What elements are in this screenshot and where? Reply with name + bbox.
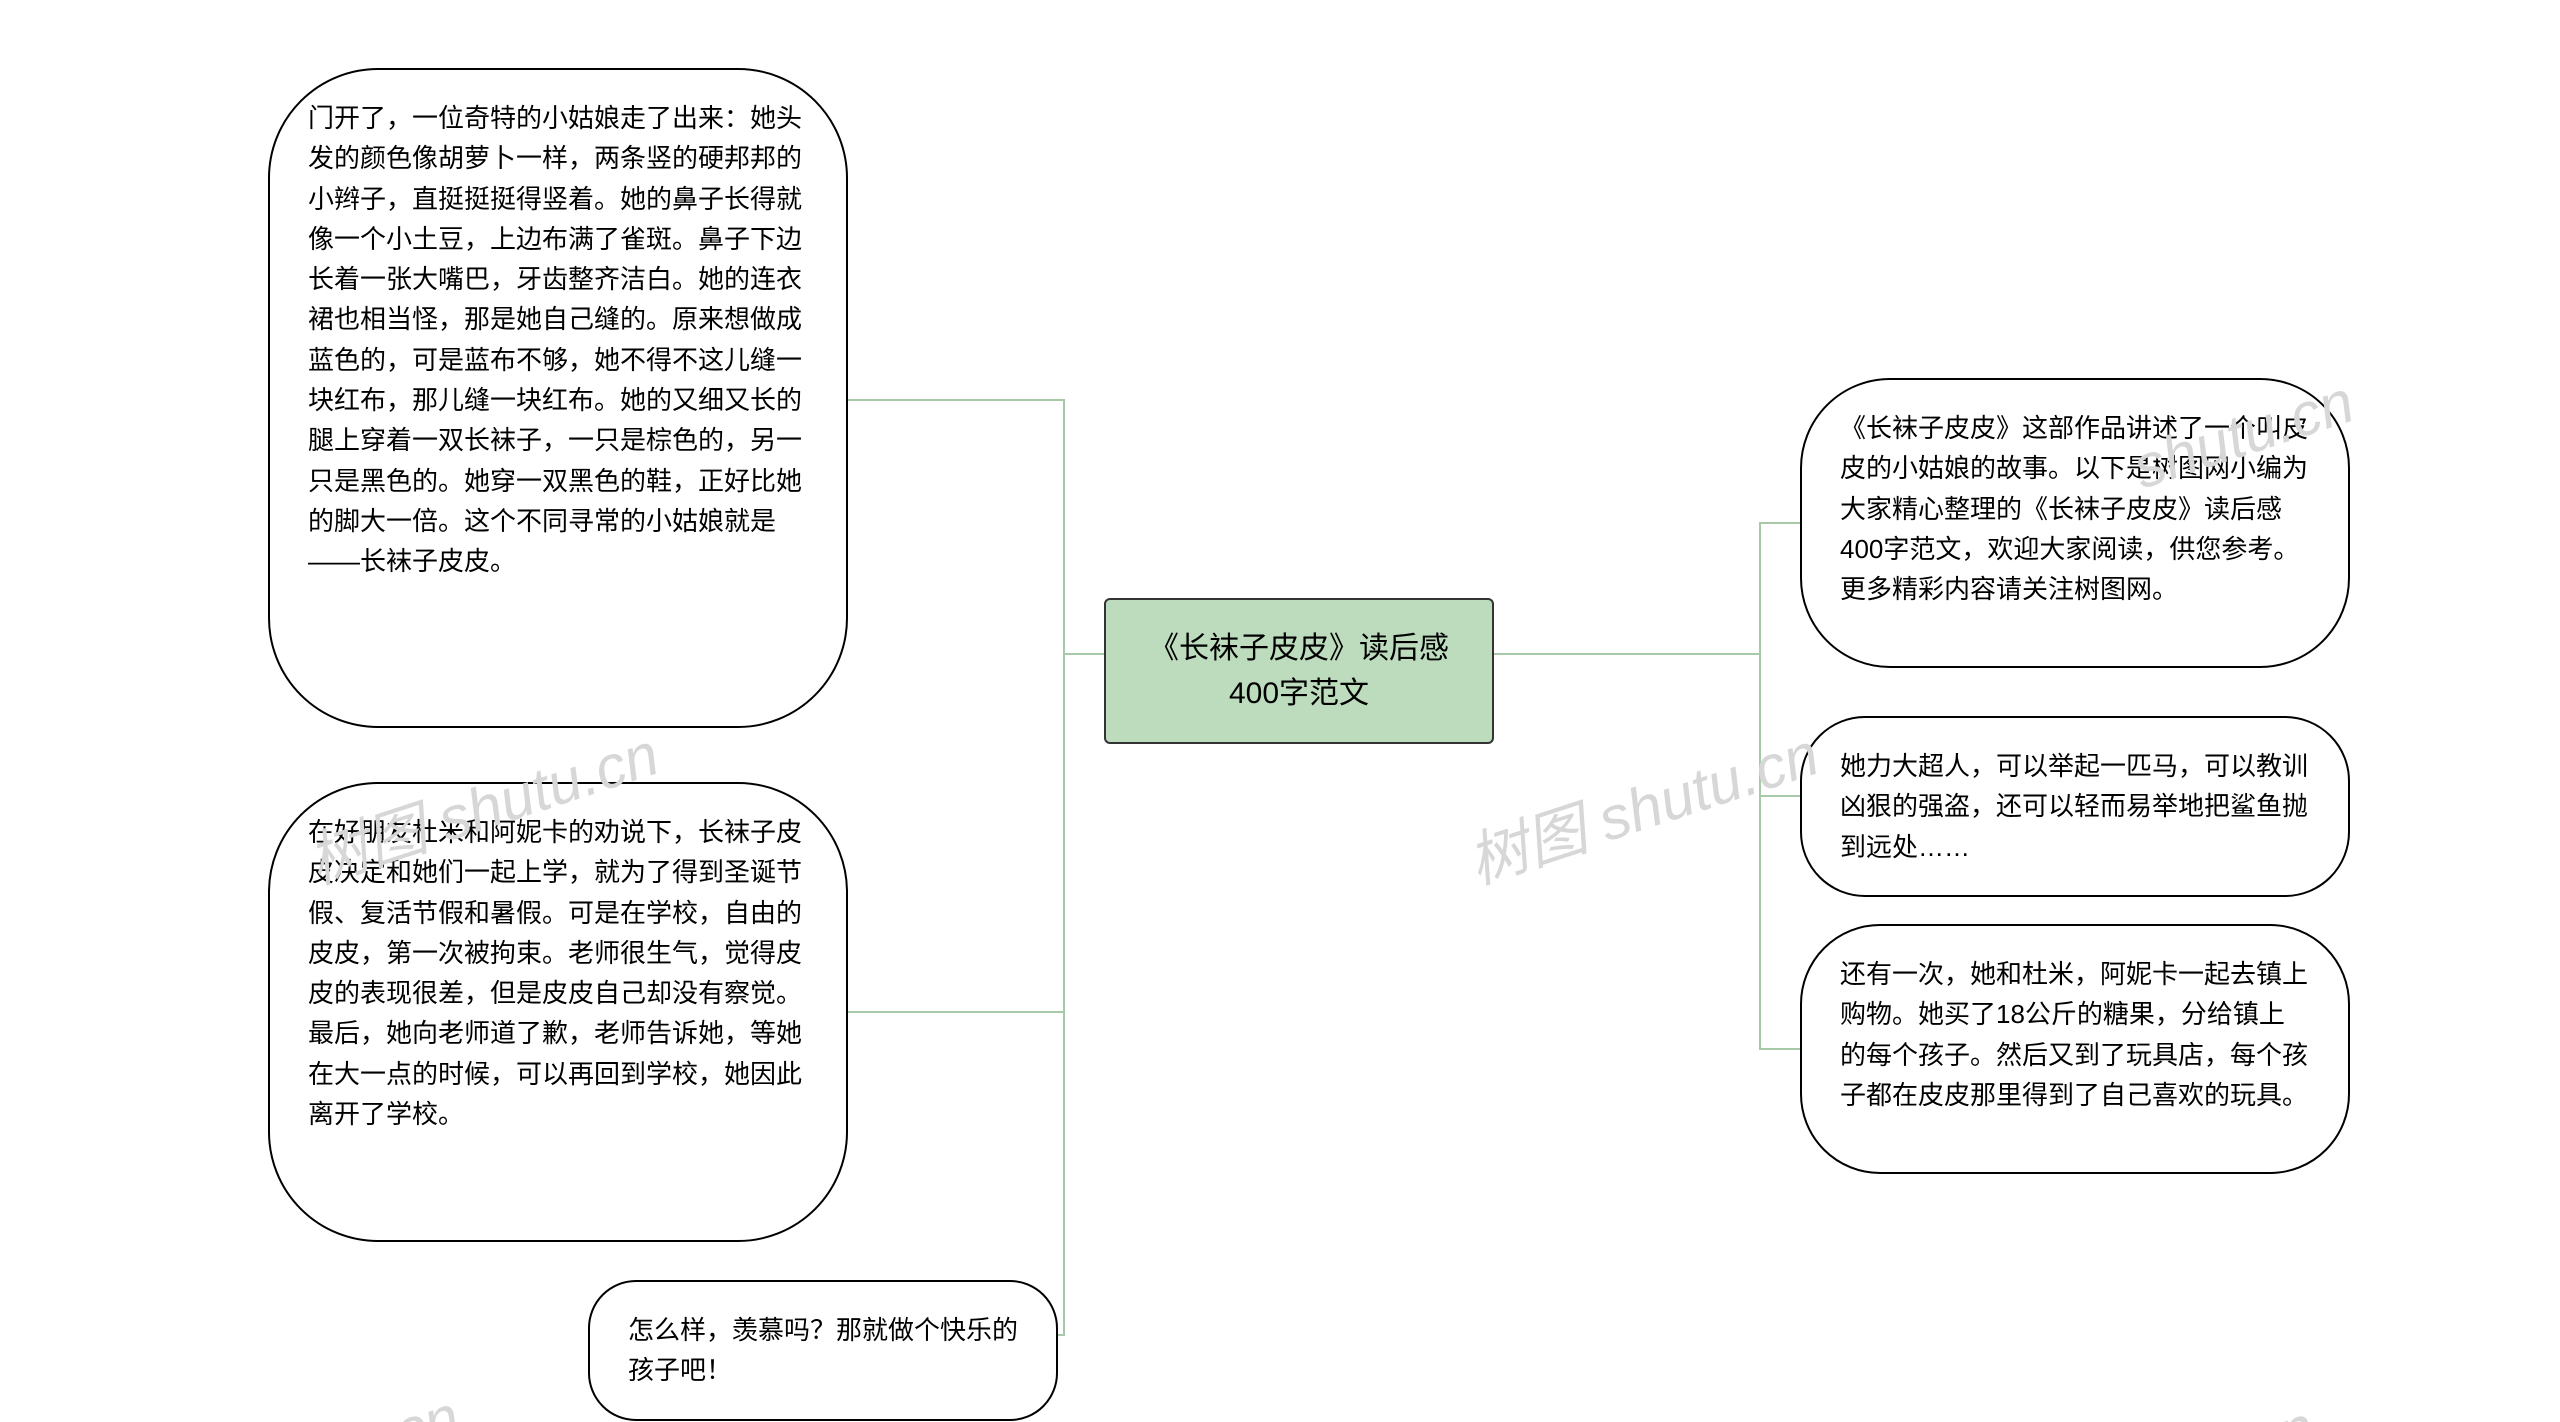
mindmap-left-node-3: 怎么样，羡慕吗？那就做个快乐的孩子吧！ [588,1280,1058,1421]
watermark: tu.cn [323,1382,468,1422]
mindmap-center-node: 《长袜子皮皮》读后感400字范文 [1104,598,1494,744]
node-text: 《长袜子皮皮》这部作品讲述了一个叫皮皮的小姑娘的故事。以下是树图网小编为大家精心… [1840,413,2308,604]
mindmap-right-node-1: 《长袜子皮皮》这部作品讲述了一个叫皮皮的小姑娘的故事。以下是树图网小编为大家精心… [1800,378,2350,668]
watermark: cn [2241,1392,2323,1422]
node-text: 在好朋友杜米和阿妮卡的劝说下，长袜子皮皮决定和她们一起上学，就为了得到圣诞节假、… [308,817,802,1129]
mindmap-right-node-2: 她力大超人，可以举起一匹马，可以教训凶狠的强盗，还可以轻而易举地把鲨鱼抛到远处…… [1800,716,2350,897]
watermark: 树图 shutu.cn [1455,706,1828,901]
mindmap-left-node-2: 在好朋友杜米和阿妮卡的劝说下，长袜子皮皮决定和她们一起上学，就为了得到圣诞节假、… [268,782,848,1242]
node-text: 她力大超人，可以举起一匹马，可以教训凶狠的强盗，还可以轻而易举地把鲨鱼抛到远处…… [1840,751,2308,862]
node-text: 怎么样，羡慕吗？那就做个快乐的孩子吧！ [628,1315,1018,1385]
center-node-text: 《长袜子皮皮》读后感400字范文 [1149,632,1449,710]
mindmap-left-node-1: 门开了，一位奇特的小姑娘走了出来：她头发的颜色像胡萝卜一样，两条竖的硬邦邦的小辫… [268,68,848,728]
node-text: 门开了，一位奇特的小姑娘走了出来：她头发的颜色像胡萝卜一样，两条竖的硬邦邦的小辫… [308,103,802,576]
mindmap-right-node-3: 还有一次，她和杜米，阿妮卡一起去镇上购物。她买了18公斤的糖果，分给镇上的每个孩… [1800,924,2350,1174]
node-text: 还有一次，她和杜米，阿妮卡一起去镇上购物。她买了18公斤的糖果，分给镇上的每个孩… [1840,959,2308,1110]
